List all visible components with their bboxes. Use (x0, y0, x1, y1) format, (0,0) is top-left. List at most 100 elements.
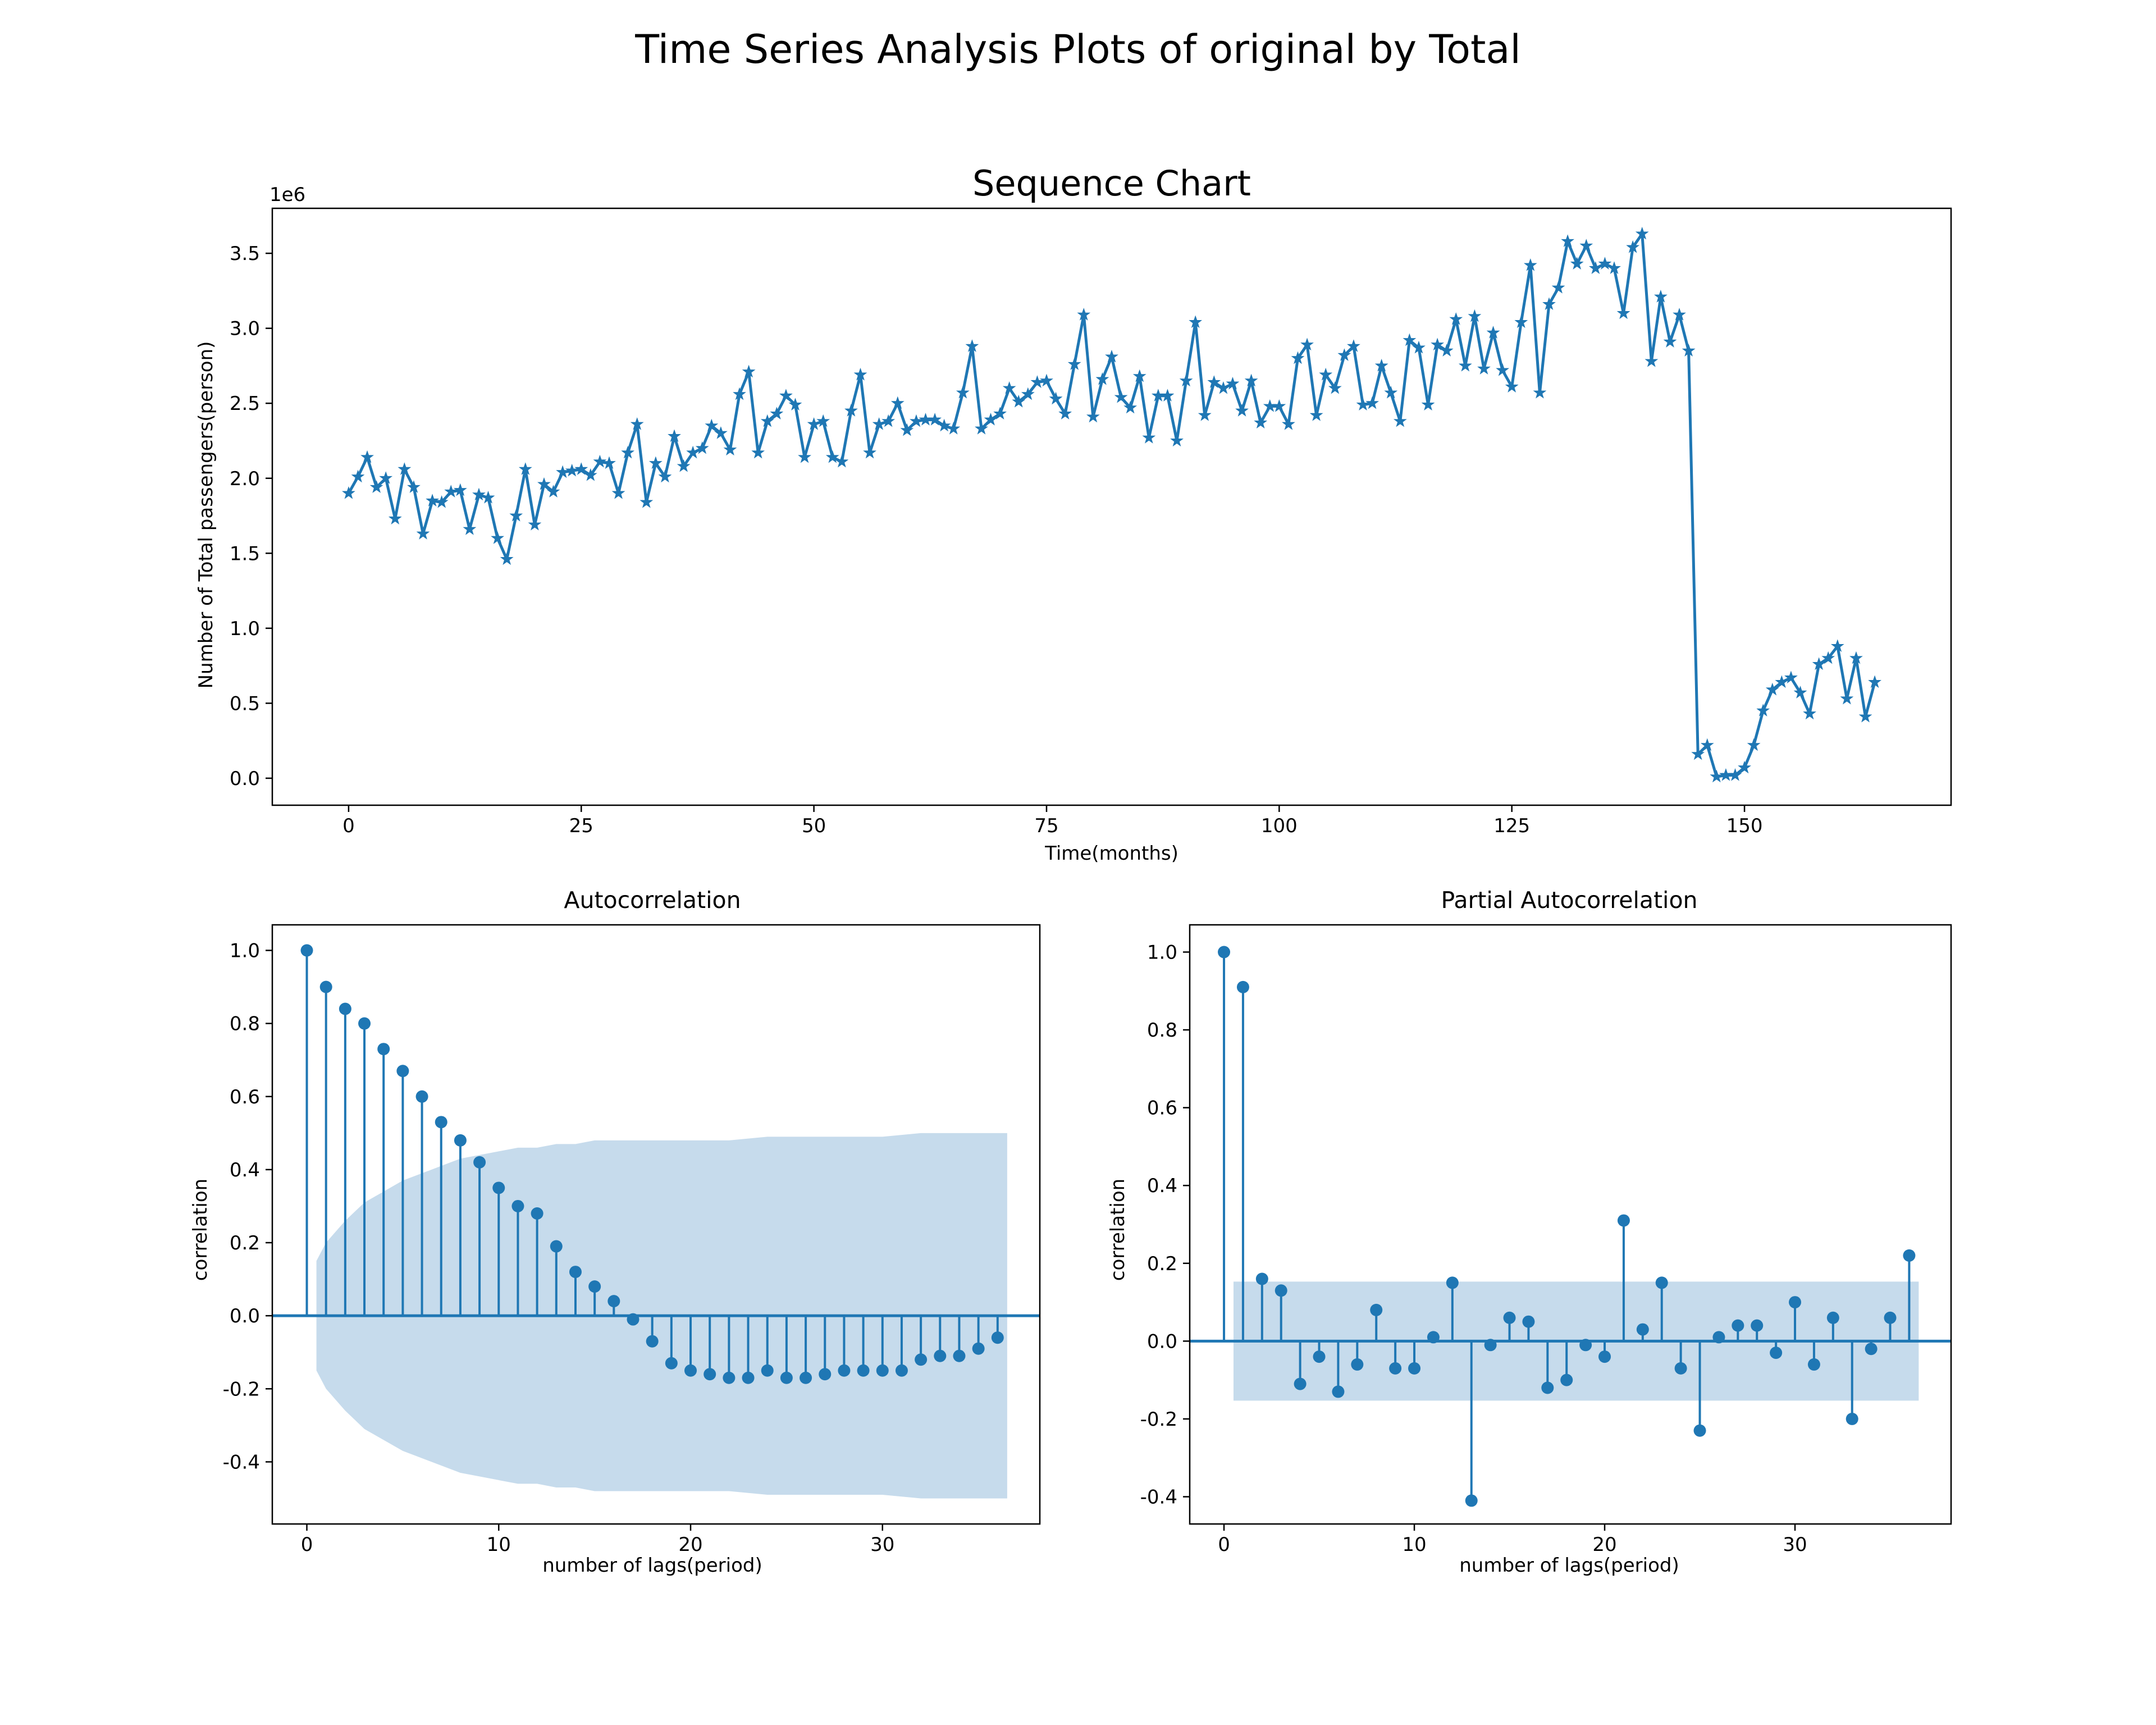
acf-chart-ytick-label: 0.0 (230, 1305, 260, 1327)
sequence-chart-ylabel: Number of Total passengers(person) (195, 341, 217, 689)
pacf-chart-stem-marker (1465, 1494, 1478, 1507)
sequence-chart-star-point (1551, 281, 1565, 294)
acf-chart: Autocorrelation number of lags(period) c… (189, 887, 1041, 1577)
acf-chart-stem-marker (915, 1353, 928, 1366)
pacf-chart-stem-marker (1617, 1214, 1630, 1227)
acf-chart-stem-marker (435, 1116, 447, 1129)
pacf-chart-stem-marker (1579, 1339, 1592, 1352)
sequence-chart-star-point (1356, 398, 1370, 411)
sequence-chart-star-point (1849, 651, 1863, 664)
sequence-chart-star-point (770, 407, 784, 420)
sequence-chart-ytick-label: 0.0 (230, 768, 260, 790)
sequence-chart-star-point (1142, 431, 1156, 444)
sequence-chart-star-point (379, 471, 393, 484)
sequence-chart-star-point (1132, 369, 1146, 382)
sequence-chart-star-point (788, 398, 802, 411)
acf-chart-stem-marker (396, 1065, 409, 1078)
sequence-chart-star-point (1105, 349, 1118, 363)
sequence-chart-star-point (1282, 417, 1295, 430)
sequence-chart-xlabel: Time(months) (1044, 842, 1179, 865)
sequence-chart-star-point (1189, 315, 1203, 328)
sequence-chart-star-point (1384, 385, 1398, 399)
sequence-chart-star-point (723, 442, 737, 456)
sequence-chart-star-point (1216, 381, 1230, 394)
sequence-chart-star-point (1710, 769, 1724, 783)
pacf-chart-ytick-label: 0.6 (1147, 1097, 1177, 1120)
sequence-chart-star-point (993, 407, 1007, 420)
sequence-chart-star-point (1653, 290, 1668, 303)
sequence-chart-star-point (648, 456, 663, 469)
sequence-chart-star-point (807, 417, 821, 430)
sequence-chart-star-point (1738, 760, 1751, 774)
acf-chart-frame (271, 924, 1041, 1525)
acf-chart-ytick-label: 0.2 (230, 1232, 260, 1254)
sequence-chart-star-point (369, 480, 383, 493)
sequence-chart-star-point (1431, 337, 1445, 351)
sequence-chart-star-point (937, 418, 951, 432)
pacf-chart-xtick-label: 30 (1783, 1534, 1807, 1556)
sequence-chart-star-point (1756, 704, 1770, 717)
acf-chart-stem-marker (607, 1295, 620, 1308)
sequence-chart-star-point (947, 422, 961, 435)
pacf-chart-stem-marker (1236, 980, 1249, 993)
sequence-chart-star-point (1337, 348, 1351, 361)
pacf-chart-stem-marker (1674, 1362, 1687, 1375)
sequence-chart-star-point (900, 423, 914, 436)
sequence-chart-star-point (537, 477, 551, 490)
sequence-chart-star-point (686, 445, 700, 459)
sequence-chart-star-point (1458, 358, 1472, 372)
acf-chart-ytick-label: 0.4 (230, 1159, 260, 1181)
sequence-chart-star-point (1049, 391, 1063, 405)
sequence-chart-star-point (705, 418, 719, 432)
sequence-chart-star-point (1123, 400, 1138, 414)
pacf-chart-stem-marker (1560, 1373, 1573, 1386)
acf-chart-stem-marker (339, 1002, 351, 1015)
sequence-chart-star-point (1830, 639, 1844, 652)
sequence-chart-star-point (910, 414, 923, 427)
sequence-chart-star-point (621, 445, 635, 459)
acf-chart-stem-marker (934, 1349, 947, 1362)
sequence-chart-xtick-label: 150 (1726, 815, 1763, 837)
sequence-chart-star-point (398, 462, 412, 475)
pacf-chart-stem-marker (1522, 1315, 1535, 1328)
sequence-chart-star-point (611, 486, 625, 499)
sequence-chart-star-point (816, 414, 830, 427)
sequence-chart-star-point (1095, 372, 1109, 385)
sequence-chart-offset-label: 1e6 (270, 184, 305, 206)
pacf-chart-stem-marker (1712, 1331, 1725, 1344)
sequence-chart-star-point (407, 480, 421, 493)
sequence-chart-star-point (1570, 257, 1584, 270)
sequence-chart-star-point (565, 463, 579, 477)
pacf-chart-stem-marker (1903, 1249, 1916, 1262)
pacf-chart-stem-marker (1693, 1424, 1706, 1437)
sequence-chart-star-point (1607, 261, 1621, 274)
pacf-chart-stem-marker (1484, 1339, 1497, 1352)
sequence-chart-star-point (658, 469, 672, 483)
sequence-chart-xtick-label: 125 (1493, 815, 1530, 837)
sequence-chart-star-point (640, 495, 654, 508)
sequence-chart-star-point (1700, 738, 1714, 751)
pacf-chart-stem-marker (1865, 1343, 1878, 1356)
pacf-chart-stem-marker (1218, 946, 1231, 959)
sequence-chart-star-point (1012, 395, 1026, 408)
sequence-chart-ytick-label: 2.5 (230, 393, 260, 415)
sequence-chart-star-point (695, 441, 709, 454)
acf-chart-stem-marker (665, 1357, 678, 1370)
sequence-chart-star-point (1793, 686, 1807, 699)
pacf-chart-xlabel: number of lags(period) (1459, 1554, 1679, 1577)
sequence-chart-xtick-label: 25 (569, 815, 593, 837)
acf-chart-xtick-label: 20 (678, 1534, 702, 1556)
sequence-chart-star-point (1449, 312, 1463, 325)
sequence-chart-star-point (984, 413, 998, 426)
sequence-chart-star-point (760, 414, 774, 427)
sequence-chart: Sequence Chart 1e6 Time(months) Number o… (195, 163, 1952, 865)
sequence-chart-star-point (426, 494, 439, 506)
sequence-chart-star-point (1691, 747, 1705, 760)
acf-chart-ylabel: correlation (189, 1179, 212, 1281)
sequence-chart-star-point (1086, 409, 1100, 423)
sequence-chart-star-point (1235, 404, 1249, 417)
sequence-chart-star-point (1784, 670, 1798, 684)
sequence-chart-star-point (593, 454, 607, 468)
acf-chart-stem-marker (531, 1207, 543, 1220)
